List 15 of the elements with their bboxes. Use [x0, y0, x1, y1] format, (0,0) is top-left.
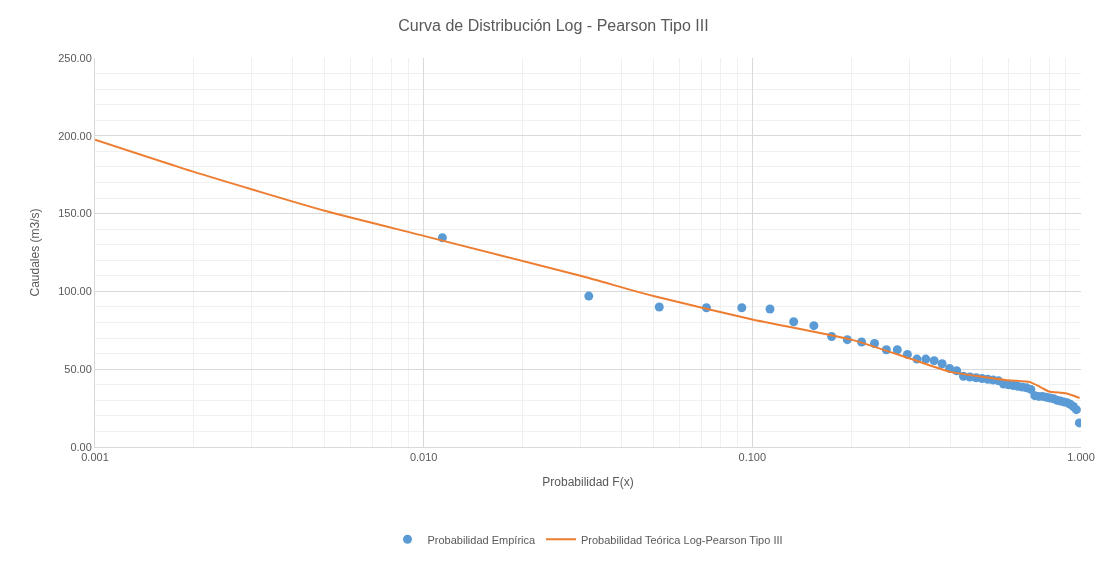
- y-tick-label: 150.00: [58, 207, 92, 220]
- y-tick-label: 0.00: [70, 440, 92, 453]
- y-tick-label: 200.00: [58, 129, 92, 142]
- y-tick-label: 250.00: [58, 51, 92, 64]
- x-tick-label: 0.100: [738, 451, 767, 464]
- x-tick-label: 1.000: [1067, 451, 1095, 464]
- legend-label: Probabilidad Teórica Log-Pearson Tipo III: [580, 533, 783, 546]
- y-tick-label: 100.00: [58, 285, 92, 298]
- x-axis-title: Probabilidad F(x): [542, 475, 634, 490]
- legend-label: Probabilidad Empírica: [427, 533, 536, 546]
- x-tick-label: 0.010: [409, 451, 438, 464]
- chart-title: Curva de Distribución Log - Pearson Tipo III: [398, 17, 709, 35]
- y-axis-title: Caudales (m3/s): [28, 208, 43, 297]
- x-tick-label: 0.001: [81, 451, 109, 464]
- y-tick-label: 50.00: [64, 363, 92, 376]
